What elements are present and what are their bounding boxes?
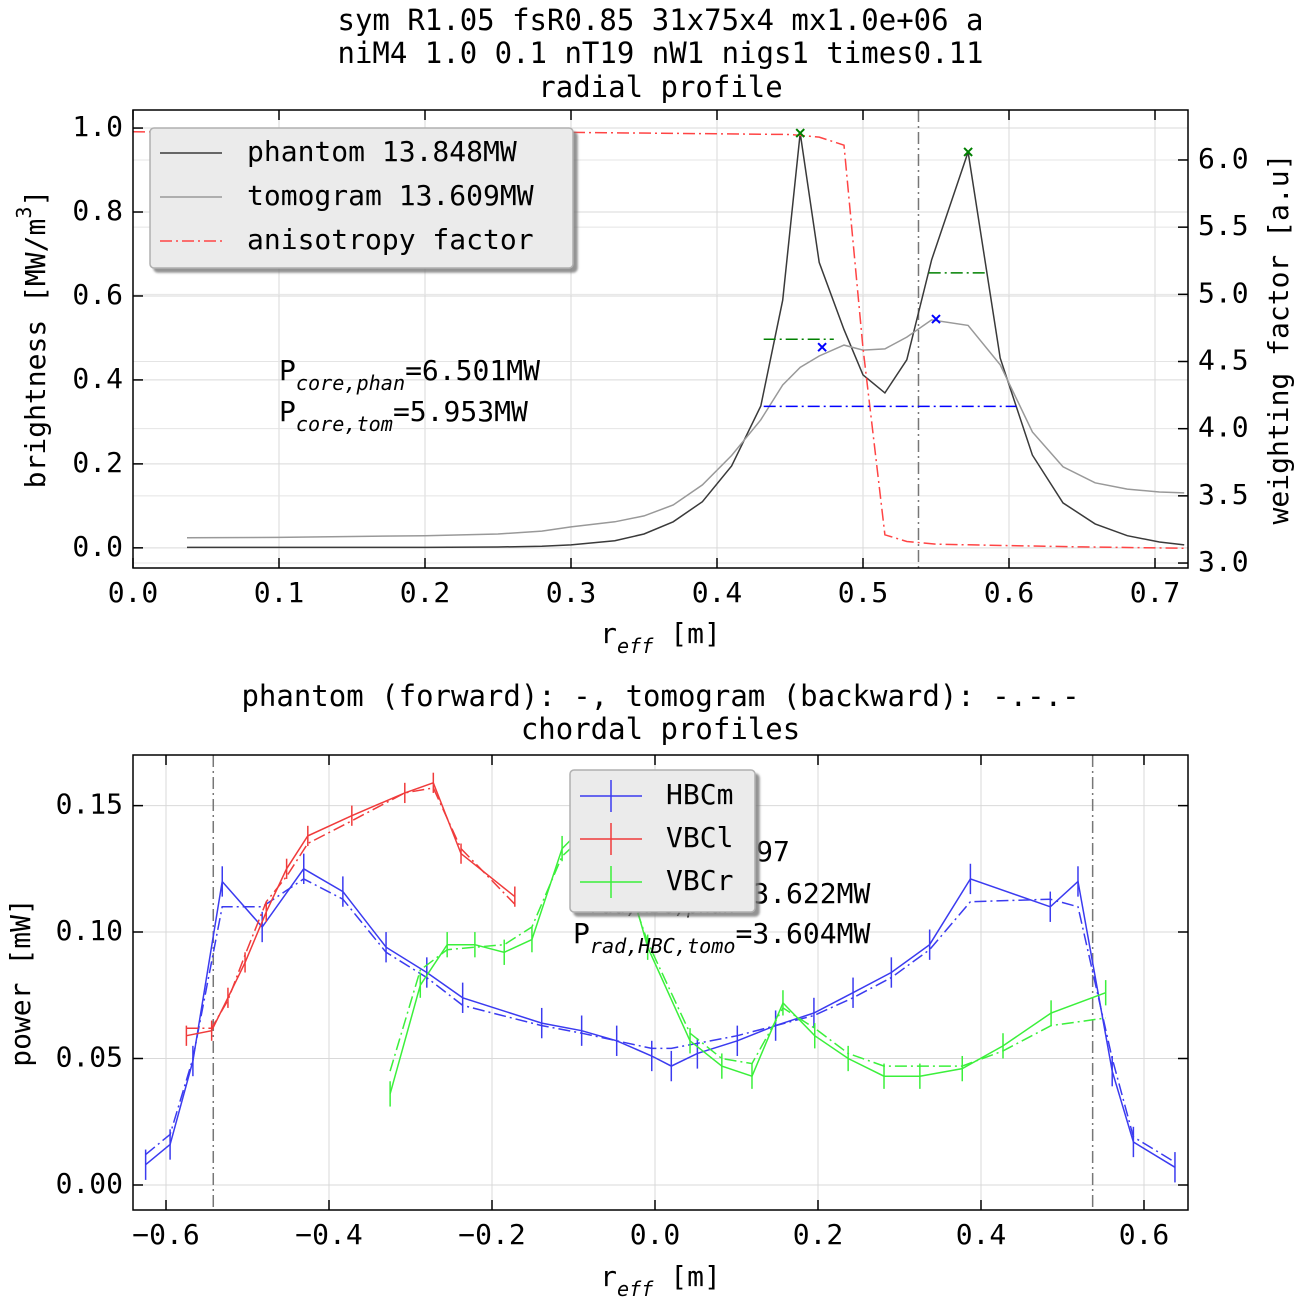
y-tick-label: 0.8 (72, 194, 123, 227)
legend-label: HBCm (666, 778, 733, 811)
annotation-part: =3.604MW (735, 917, 870, 950)
annotation-part: =5.953MW (393, 395, 528, 428)
x-tick-label: 0.0 (630, 1218, 681, 1251)
legend-label: anisotropy factor (247, 223, 534, 256)
y2-tick-label: 4.0 (1198, 411, 1249, 444)
legend-box (149, 127, 574, 269)
x-tick-label: 0.4 (692, 576, 743, 609)
legend-label: phantom 13.848MW (247, 135, 517, 168)
annotation: Pcore,tom=5.953MW (279, 395, 528, 436)
forward-line (145, 867, 1176, 1168)
x-tick-label: 0.0 (108, 576, 159, 609)
y2-tick-label: 5.5 (1198, 209, 1249, 242)
x-tick-label: 0.4 (956, 1218, 1007, 1251)
series-line (133, 131, 1188, 550)
y2-axis-label: weighting factor [a.u] (1262, 154, 1295, 525)
y-axis-label: brightness [MW/m3] (12, 190, 53, 489)
x-tick-label: 0.6 (984, 576, 1035, 609)
legend-label: tomogram 13.609MW (247, 179, 534, 212)
series-line (186, 319, 1185, 539)
x-axis-label-part: r (600, 617, 617, 650)
y2-tick-label: 3.0 (1198, 545, 1249, 578)
x-axis-label-sub: eff (617, 634, 654, 658)
backward-line (145, 878, 1176, 1163)
x-tick-label: 0.1 (254, 576, 305, 609)
x-tick-label: 0.2 (793, 1218, 844, 1251)
y2-tick-label: 5.0 (1198, 276, 1249, 309)
x-tick-label: 0.7 (1130, 576, 1181, 609)
y-axis-label-sup: 3 (12, 207, 36, 219)
x-tick-label: −0.6 (132, 1218, 199, 1251)
marker (817, 342, 827, 352)
chart-title: phantom (forward): -, tomogram (backward… (241, 679, 1079, 713)
x-axis-label: reff [m] (600, 617, 721, 658)
marker (795, 128, 805, 138)
x-axis-label: reff [m] (600, 1260, 721, 1301)
annotation: Pcore,phan=6.501MW (279, 354, 540, 395)
annotation-part: P (573, 917, 590, 950)
y-tick-label: 0.6 (72, 278, 123, 311)
annotation-part: =3.622MW (735, 877, 870, 910)
y-axis-label-part: brightness [MW/m (19, 219, 52, 489)
backward-line (186, 787, 516, 1029)
y-axis-label-part: ] (19, 190, 52, 207)
x-tick-label: 0.2 (400, 576, 451, 609)
plot-area (133, 110, 1188, 568)
chart-title: radial profile (538, 70, 782, 104)
y-tick-label: 0.2 (72, 446, 123, 479)
annotation-part: =6.501MW (405, 354, 540, 387)
x-tick-label: −0.4 (295, 1218, 362, 1251)
y-tick-label: 0.15 (56, 788, 123, 821)
chart-title: chordal profiles (521, 712, 800, 746)
x-axis-label-part: r (600, 1260, 617, 1293)
x-axis-label-part: [m] (653, 1260, 720, 1293)
legend-label: VBCl (666, 821, 733, 854)
annotation-part: P (279, 354, 296, 387)
annotation-sub: core,tom (296, 412, 393, 436)
y-axis-label-part: power [mW] (4, 898, 37, 1067)
marker (963, 147, 973, 157)
y2-tick-label: 3.5 (1198, 478, 1249, 511)
legend-label: VBCr (666, 864, 733, 897)
annotation-sub: core,phan (296, 371, 405, 395)
annotation-part: P (279, 395, 296, 428)
x-axis-label-part: [m] (653, 617, 720, 650)
x-tick-label: 0.5 (838, 576, 889, 609)
forward-line (186, 781, 516, 1037)
y2-axis-label-part: weighting factor [a.u] (1262, 154, 1295, 525)
y-tick-label: 1.0 (72, 110, 123, 143)
y2-tick-label: 6.0 (1198, 142, 1249, 175)
y-tick-label: 0.10 (56, 914, 123, 947)
chart-title: niM4 1.0 0.1 nT19 nW1 nigs1 times0.11 (337, 36, 983, 70)
axes-frame (132, 109, 1189, 569)
y-tick-label: 0.4 (72, 362, 123, 395)
legend-box (569, 769, 756, 913)
axes-frame (132, 754, 1189, 1211)
forward-line (389, 819, 1106, 1095)
chart-title: sym R1.05 fsR0.85 31x75x4 mx1.0e+06 a (337, 3, 983, 37)
y-tick-label: 0.05 (56, 1041, 123, 1074)
x-axis-label-sub: eff (617, 1277, 654, 1301)
y-tick-label: 0.0 (72, 530, 123, 563)
y2-tick-label: 4.5 (1198, 344, 1249, 377)
annotation-sub: rad,HBC,tomo (590, 934, 736, 958)
y-axis-label: power [mW] (4, 898, 37, 1067)
marker (931, 314, 941, 324)
y-tick-label: 0.00 (56, 1167, 123, 1200)
x-tick-label: 0.6 (1119, 1218, 1170, 1251)
x-tick-label: −0.2 (458, 1218, 525, 1251)
x-tick-label: 0.3 (546, 576, 597, 609)
annotation: Prad,HBC,tomo=3.604MW (573, 917, 870, 958)
backward-line (389, 829, 1106, 1072)
